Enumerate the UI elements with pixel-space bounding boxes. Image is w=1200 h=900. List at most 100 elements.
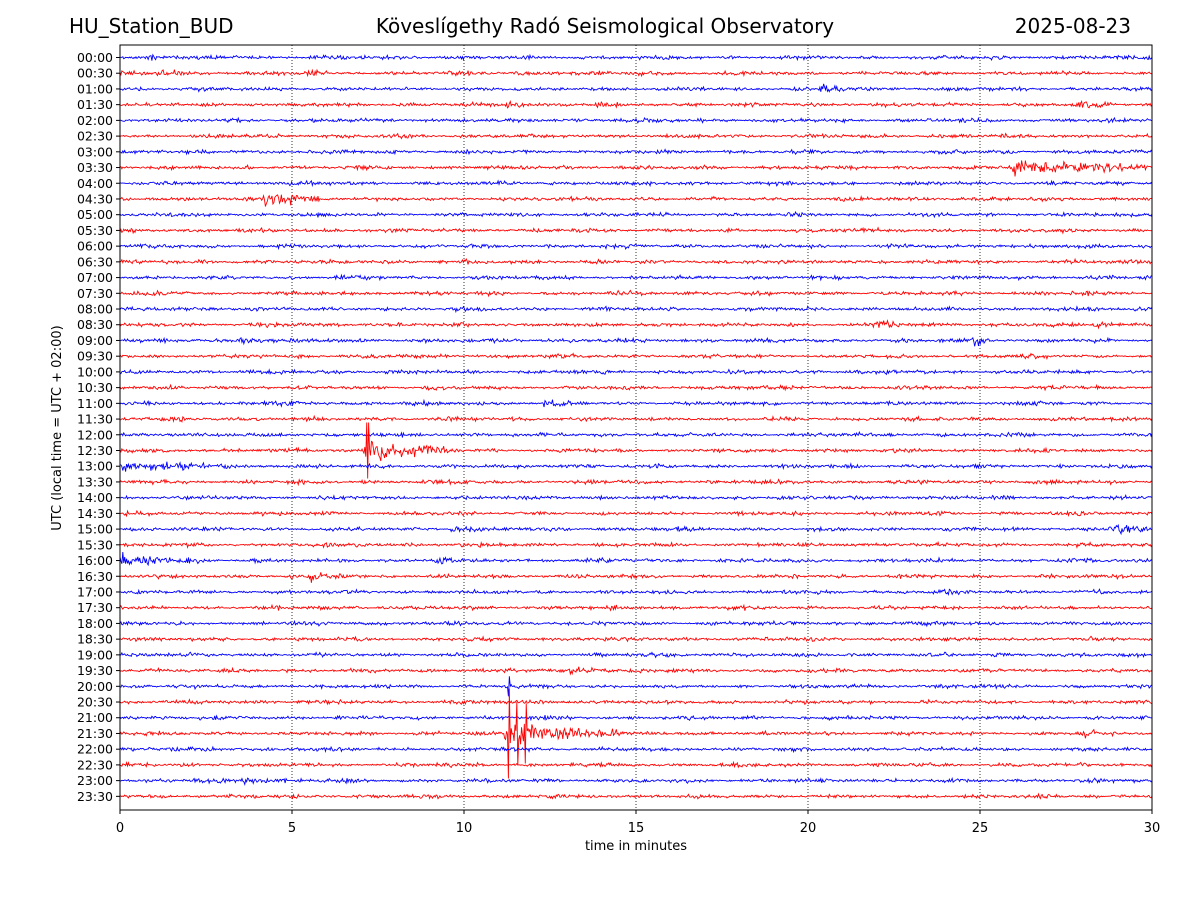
x-tick-label-0: 0 [116,821,124,836]
row-label-21:30: 21:30 [77,726,113,741]
date-label: 2025-08-23 [1014,14,1131,38]
x-tick-label-20: 20 [800,821,817,836]
row-label-02:30: 02:30 [77,129,113,144]
row-label-21:00: 21:00 [77,710,113,725]
row-label-18:30: 18:30 [77,632,113,647]
trace-12:00 [119,430,1153,438]
trace-04:30 [119,193,1153,207]
trace-01:00 [119,83,1153,93]
x-axis-ticks: 0 5 10 15 20 25 30 [116,810,1160,836]
trace-17:00 [119,588,1153,596]
trace-06:30 [119,257,1153,266]
row-label-14:30: 14:30 [77,506,113,521]
seismic-traces [119,53,1153,800]
row-label-11:30: 11:30 [77,412,113,427]
row-label-22:30: 22:30 [77,757,113,772]
row-label-01:30: 01:30 [77,97,113,112]
row-label-22:00: 22:00 [77,742,113,757]
row-label-11:00: 11:00 [77,396,113,411]
row-labels: 00:0000:3001:0001:3002:0002:3003:0003:30… [77,50,120,804]
trace-08:00 [119,305,1153,314]
trace-20:00 [119,676,1153,697]
chart-title: Köveslígethy Radó Seismological Observat… [375,14,835,38]
row-label-10:30: 10:30 [77,380,113,395]
row-label-19:00: 19:00 [77,647,113,662]
row-label-14:00: 14:00 [77,490,113,505]
trace-06:00 [119,242,1153,251]
row-label-03:00: 03:00 [77,144,113,159]
row-label-04:30: 04:30 [77,191,113,206]
row-label-23:00: 23:00 [77,773,113,788]
row-label-13:00: 13:00 [77,459,113,474]
x-tick-label-10: 10 [456,821,473,836]
row-label-03:30: 03:30 [77,160,113,175]
trace-15:30 [119,540,1153,549]
trace-05:30 [119,226,1153,235]
trace-12:30 [119,422,1153,479]
row-label-20:00: 20:00 [77,679,113,694]
row-label-08:00: 08:00 [77,302,113,317]
trace-15:00 [119,523,1153,536]
row-label-07:30: 07:30 [77,286,113,301]
row-label-05:00: 05:00 [77,207,113,222]
trace-16:00 [119,552,1153,567]
row-label-04:00: 04:00 [77,176,113,191]
trace-01:30 [119,99,1153,109]
trace-14:30 [119,509,1153,518]
x-tick-label-15: 15 [628,821,645,836]
x-tick-label-5: 5 [288,821,296,836]
trace-23:00 [119,776,1153,787]
trace-02:30 [119,132,1153,140]
row-label-15:30: 15:30 [77,537,113,552]
row-label-02:00: 02:00 [77,113,113,128]
trace-07:30 [119,289,1153,298]
y-axis-label: UTC (local time = UTC + 02:00) [50,325,65,530]
trace-13:30 [119,478,1153,487]
trace-09:00 [119,336,1153,347]
trace-02:00 [119,116,1153,125]
row-label-01:00: 01:00 [77,81,113,96]
row-label-15:00: 15:00 [77,522,113,537]
row-label-17:00: 17:00 [77,584,113,599]
trace-11:30 [119,414,1153,423]
row-label-05:30: 05:30 [77,223,113,238]
trace-10:30 [119,383,1153,392]
trace-11:00 [119,398,1153,408]
row-label-06:00: 06:00 [77,239,113,254]
trace-21:30 [119,688,1153,779]
row-label-16:00: 16:00 [77,553,113,568]
trace-18:00 [119,619,1153,628]
row-label-09:00: 09:00 [77,333,113,348]
trace-18:30 [119,635,1153,643]
trace-05:00 [119,210,1153,219]
row-label-12:30: 12:30 [77,443,113,458]
row-label-00:00: 00:00 [77,50,113,65]
row-label-08:30: 08:30 [77,317,113,332]
trace-04:00 [119,179,1153,188]
trace-13:00 [119,461,1153,472]
trace-14:00 [119,493,1153,501]
row-label-18:00: 18:00 [77,616,113,631]
row-label-06:30: 06:30 [77,254,113,269]
row-label-20:30: 20:30 [77,695,113,710]
row-label-19:30: 19:30 [77,663,113,678]
trace-00:30 [119,68,1153,78]
trace-08:30 [119,319,1153,330]
x-tick-label-25: 25 [972,821,989,836]
x-axis-label: time in minutes [585,839,687,854]
row-label-10:00: 10:00 [77,364,113,379]
trace-03:30 [119,160,1153,177]
row-label-00:30: 00:30 [77,66,113,81]
trace-10:00 [119,368,1153,376]
trace-09:30 [119,352,1153,360]
trace-21:00 [119,714,1153,722]
row-label-17:30: 17:30 [77,600,113,615]
trace-23:30 [119,792,1153,800]
grid-lines [291,45,981,810]
trace-16:30 [119,572,1153,583]
station-name: HU_Station_BUD [69,14,234,38]
row-label-13:30: 13:30 [77,474,113,489]
trace-03:00 [119,148,1153,156]
trace-19:00 [119,651,1153,659]
